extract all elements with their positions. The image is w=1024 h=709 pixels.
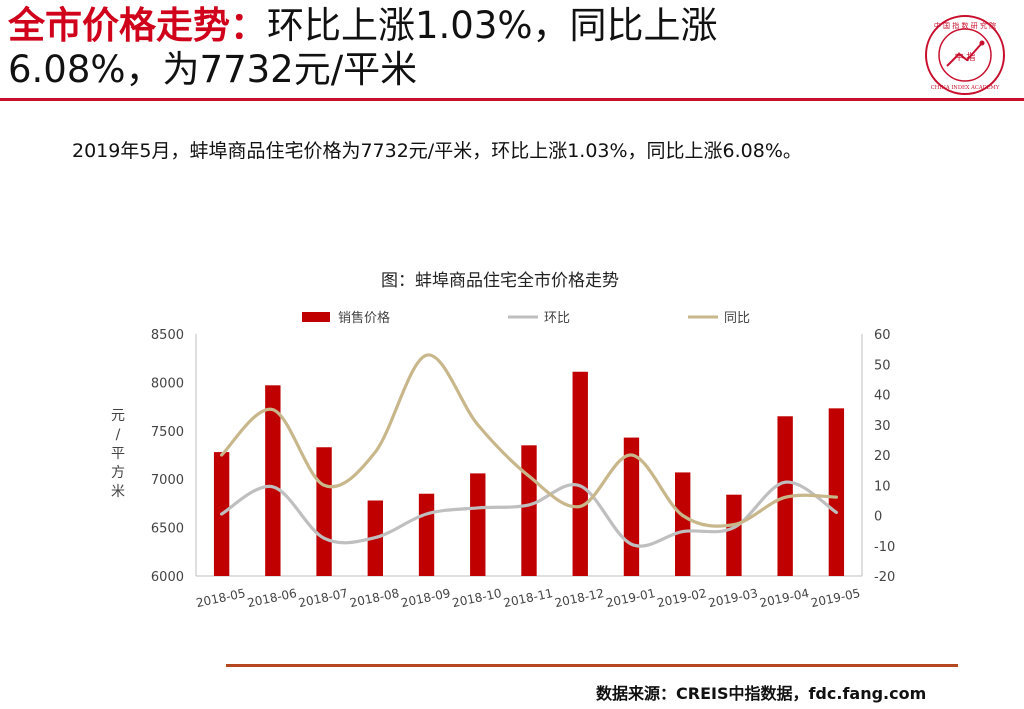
x-tick-label: 2018-10 [451, 586, 503, 610]
x-tick-label: 2018-12 [553, 586, 605, 610]
y-left-tick-label: 7000 [151, 473, 184, 488]
title-line-1: 全市价格走势：环比上涨1.03%，同比上涨 [8, 4, 908, 48]
bar-2018-10 [470, 473, 486, 576]
y-right-tick-label: 20 [874, 449, 891, 464]
chart-title: 图：蚌埠商品住宅全市价格走势 [381, 271, 619, 291]
yoy-line [220, 353, 838, 528]
x-tick-label: 2019-05 [810, 586, 862, 610]
y-right-tick-label: 10 [874, 479, 891, 494]
bar-2018-12 [572, 371, 588, 576]
x-tick-label: 2018-11 [502, 586, 554, 610]
summary-text: 2019年5月，蚌埠商品住宅价格为7732元/平米，环比上涨1.03%，同比上涨… [72, 140, 802, 162]
y-right-tick-label: 0 [874, 510, 882, 525]
y-left-axis-label-char: 方 [111, 465, 125, 481]
legend-label-0: 销售价格 [338, 310, 390, 326]
legend-swatch-0 [302, 312, 330, 322]
y-right-tick-label: 40 [874, 389, 891, 404]
y-left-tick-label: 6500 [151, 522, 184, 537]
logo-center-text: 中 指 [955, 51, 976, 63]
logo-top-text: 中 国 指 数 研 究 院 [934, 21, 996, 30]
title-rest: 环比上涨1.03%，同比上涨 [267, 4, 718, 47]
y-right-tick-label: 30 [874, 419, 891, 434]
y-left-axis-label-char: 元 [111, 408, 125, 424]
x-tick-label: 2019-02 [656, 586, 708, 610]
data-source: 数据来源：CREIS中指数据，fdc.fang.com [596, 684, 927, 703]
title-highlight: 全市价格走势： [8, 4, 267, 47]
bar-2019-03 [726, 494, 742, 576]
title-line-2: 6.08%，为7732元/平米 [8, 48, 418, 91]
y-left-axis-label-char: / [116, 427, 121, 443]
legend-label-1: 环比 [544, 311, 570, 326]
x-tick-label: 2018-06 [246, 586, 298, 610]
x-tick-label: 2018-08 [348, 586, 400, 610]
x-tick-label: 2018-09 [400, 586, 452, 610]
bar-2018-11 [521, 445, 537, 576]
x-tick-label: 2018-05 [195, 586, 247, 610]
legend-label-2: 同比 [724, 311, 750, 326]
y-left-tick-label: 7500 [151, 425, 184, 440]
x-tick-label: 2019-04 [758, 586, 810, 610]
y-right-tick-label: -10 [874, 540, 895, 555]
y-left-axis-label-char: 米 [111, 484, 125, 500]
bar-2018-06 [265, 385, 281, 576]
y-right-tick-label: -20 [874, 570, 895, 585]
bar-2019-05 [828, 408, 845, 576]
y-left-tick-label: 8000 [151, 376, 184, 391]
y-left-tick-label: 8500 [151, 328, 184, 343]
footer-divider [226, 664, 958, 667]
x-tick-label: 2018-07 [297, 586, 349, 610]
y-right-tick-label: 50 [874, 358, 891, 373]
title-divider [0, 98, 1024, 101]
page-title: 全市价格走势：环比上涨1.03%，同比上涨 6.08%，为7732元/平米 [8, 4, 908, 92]
mom-line [220, 480, 838, 548]
bar-2019-02 [675, 472, 691, 576]
bar-2018-07 [316, 447, 332, 576]
y-right-tick-label: 60 [874, 328, 891, 343]
y-left-axis-label-char: 平 [111, 446, 125, 462]
x-tick-label: 2019-03 [707, 586, 759, 610]
bar-2018-09 [418, 493, 435, 576]
y-left-tick-label: 6000 [151, 570, 184, 585]
logo-ring-text: CHINA INDEX ACADEMY [931, 85, 1000, 91]
academy-logo-icon: 中 国 指 数 研 究 院 中 指 CHINA INDEX ACADEMY [925, 15, 1005, 95]
x-tick-label: 2019-01 [605, 586, 657, 610]
